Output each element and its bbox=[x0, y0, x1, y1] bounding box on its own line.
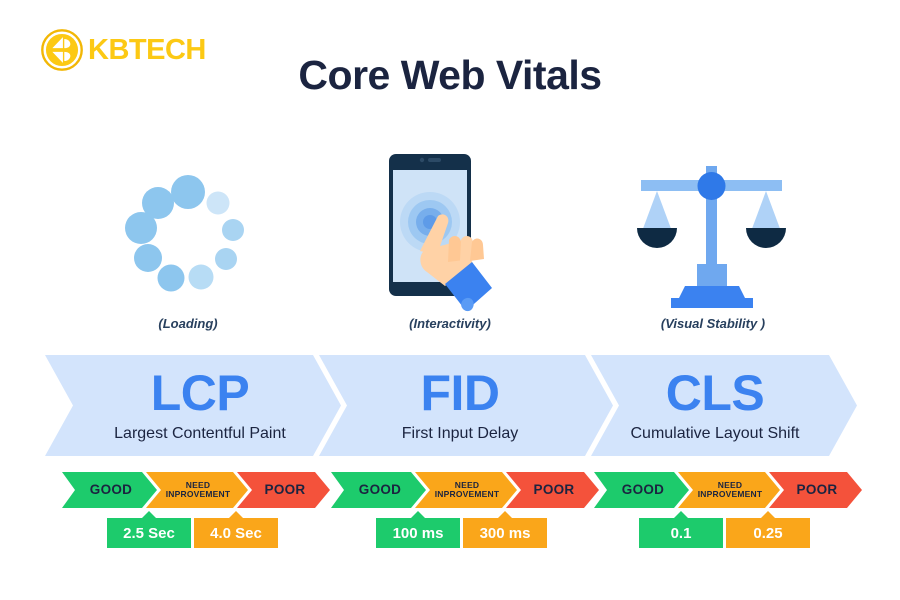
rating-poor-cls: POOR bbox=[796, 481, 838, 497]
caption-visual-stability: (Visual Stability ) bbox=[660, 316, 766, 331]
brand-name: KBTECH bbox=[88, 33, 206, 66]
threshold-tab-icon bbox=[760, 511, 776, 519]
rating-good-fid: GOOD bbox=[358, 481, 402, 497]
threshold-good-value-cls: 0.1 bbox=[670, 524, 692, 542]
rating-bar-cls: GOOD NEED INPROVEMENT POOR bbox=[594, 472, 862, 508]
kbtech-circle-logo-icon bbox=[41, 29, 83, 71]
threshold-need-value-lcp: 4.0 Sec bbox=[210, 524, 262, 542]
threshold-tab-icon bbox=[141, 511, 157, 519]
threshold-need-lcp: 4.0 Sec bbox=[194, 511, 278, 548]
metric-abbr-fid: FID bbox=[420, 365, 500, 421]
metric-abbr-lcp: LCP bbox=[150, 365, 250, 421]
interactivity-icon-cell bbox=[300, 135, 600, 335]
rating-chevrons-fid bbox=[331, 472, 599, 508]
rating-need-line2-cls: INPROVEMENT bbox=[697, 489, 763, 499]
caption-interactivity: (Interactivity) bbox=[409, 316, 491, 331]
rating-good-lcp: GOOD bbox=[89, 481, 133, 497]
rating-good-cls: GOOD bbox=[621, 481, 665, 497]
rating-need-line1-lcp: NEED bbox=[185, 480, 211, 491]
metric-lcp[interactable]: LCP Largest Contentful Paint bbox=[75, 355, 325, 456]
rating-need-lcp: NEED INPROVEMENT bbox=[158, 472, 238, 508]
rating-need-line2-fid: INPROVEMENT bbox=[434, 489, 500, 499]
balance-scales-icon bbox=[637, 166, 786, 308]
threshold-need-value-fid: 300 ms bbox=[479, 524, 531, 542]
threshold-tab-icon bbox=[497, 511, 513, 519]
brand-logo[interactable]: KBTECH bbox=[40, 28, 206, 72]
threshold-good-lcp: 2.5 Sec bbox=[107, 511, 191, 548]
caption-loading: (Loading) bbox=[158, 316, 218, 331]
loading-spinner-icon bbox=[125, 175, 244, 292]
threshold-tab-icon bbox=[228, 511, 244, 519]
loading-icon-cell bbox=[38, 135, 338, 335]
rating-need-fid: NEED INPROVEMENT bbox=[427, 472, 507, 508]
threshold-tab-icon bbox=[673, 511, 689, 519]
threshold-good-fid: 100 ms bbox=[376, 511, 460, 548]
rating-group-lcp: GOOD NEED INPROVEMENT POOR 2.5 Sec 4.0 S… bbox=[62, 472, 330, 548]
metric-full-cls: Cumulative Layout Shift bbox=[630, 425, 800, 442]
rating-group-cls: GOOD NEED INPROVEMENT POOR 0.1 0.25 bbox=[594, 472, 862, 548]
rating-need-line1-cls: NEED bbox=[717, 480, 743, 491]
rating-chevrons-lcp bbox=[62, 472, 330, 508]
rating-bar-fid: GOOD NEED INPROVEMENT POOR bbox=[331, 472, 599, 508]
rating-need-line1-fid: NEED bbox=[454, 480, 480, 491]
rating-poor-lcp: POOR bbox=[264, 481, 306, 497]
threshold-tab-icon bbox=[410, 511, 426, 519]
threshold-need-cls: 0.25 bbox=[726, 511, 810, 548]
metric-band-chevrons bbox=[45, 355, 857, 456]
rating-bar-lcp: GOOD NEED INPROVEMENT POOR bbox=[62, 472, 330, 508]
threshold-good-value-lcp: 2.5 Sec bbox=[123, 524, 175, 542]
metric-fid[interactable]: FID First Input Delay bbox=[335, 355, 585, 456]
visual-stability-icon-cell bbox=[563, 135, 863, 335]
metric-band: LCP Largest Contentful Paint FID First I… bbox=[45, 355, 857, 456]
rating-chevrons-cls bbox=[594, 472, 862, 508]
metric-full-lcp: Largest Contentful Paint bbox=[114, 425, 286, 442]
threshold-good-value-fid: 100 ms bbox=[392, 524, 444, 542]
rating-need-line2-lcp: INPROVEMENT bbox=[165, 489, 231, 499]
rating-need-cls: NEED INPROVEMENT bbox=[690, 472, 770, 508]
metric-abbr-cls: CLS bbox=[665, 365, 765, 421]
page-title: Core Web Vitals bbox=[298, 52, 602, 98]
threshold-good-cls: 0.1 bbox=[639, 511, 723, 548]
threshold-need-fid: 300 ms bbox=[463, 511, 547, 548]
metric-cls[interactable]: CLS Cumulative Layout Shift bbox=[590, 355, 840, 456]
metric-full-fid: First Input Delay bbox=[401, 425, 519, 442]
phone-tap-hand-icon bbox=[389, 153, 492, 311]
rating-group-fid: GOOD NEED INPROVEMENT POOR 100 ms 300 ms bbox=[331, 472, 599, 548]
rating-poor-fid: POOR bbox=[533, 481, 575, 497]
threshold-need-value-cls: 0.25 bbox=[753, 524, 783, 542]
